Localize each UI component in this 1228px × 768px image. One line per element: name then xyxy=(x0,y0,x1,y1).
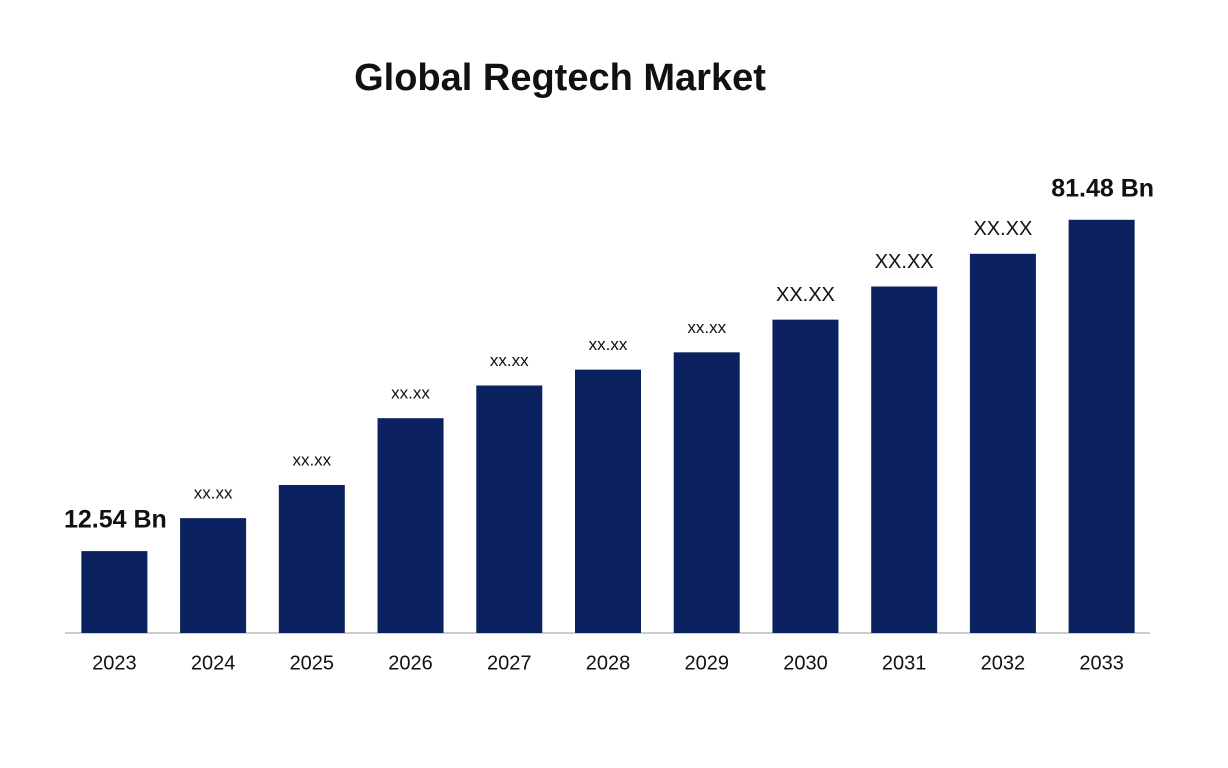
bar xyxy=(969,253,1036,633)
bar xyxy=(476,385,543,633)
x-tick-label: 2028 xyxy=(586,652,631,674)
bar xyxy=(180,518,247,633)
bar xyxy=(278,484,345,633)
value-label: xx.xx xyxy=(391,384,430,403)
x-tick-label: 2033 xyxy=(1079,652,1124,674)
x-tick-label: 2031 xyxy=(882,652,927,674)
x-tick-label: 2029 xyxy=(684,652,729,674)
value-label: xx.xx xyxy=(194,484,233,503)
bar xyxy=(871,286,938,633)
x-tick-label: 2024 xyxy=(191,652,236,674)
value-label: xx.xx xyxy=(589,335,628,354)
bar xyxy=(81,551,148,633)
chart-title: Global Regtech Market xyxy=(354,57,766,99)
bar xyxy=(772,319,839,633)
value-label: xx.xx xyxy=(687,318,726,337)
x-tick-label: 2032 xyxy=(981,652,1026,674)
bar xyxy=(377,418,444,633)
x-tick-label: 2023 xyxy=(92,652,137,674)
value-label: XX.XX xyxy=(875,251,934,273)
x-tick-label: 2030 xyxy=(783,652,828,674)
x-tick-label: 2027 xyxy=(487,652,532,674)
bar xyxy=(1068,219,1135,633)
value-label: XX.XX xyxy=(973,218,1032,240)
x-tick-label: 2025 xyxy=(290,652,335,674)
value-label: xx.xx xyxy=(292,450,331,469)
bar xyxy=(673,352,740,633)
bar xyxy=(575,369,641,633)
value-label: 81.48 Bn xyxy=(1051,174,1154,202)
value-label: 12.54 Bn xyxy=(64,506,167,534)
value-label: XX.XX xyxy=(776,284,835,306)
value-label: xx.xx xyxy=(490,351,529,370)
x-tick-label: 2026 xyxy=(388,652,433,674)
